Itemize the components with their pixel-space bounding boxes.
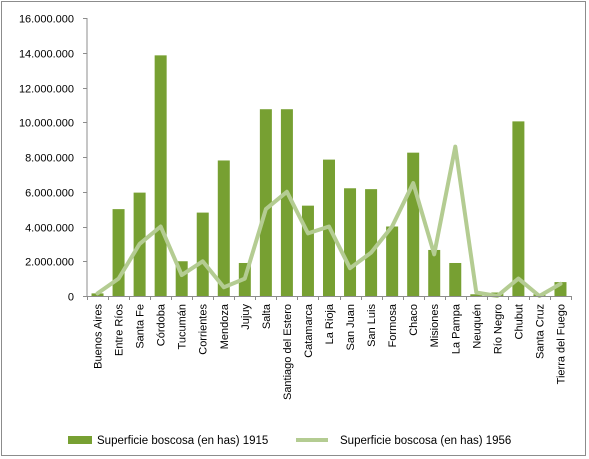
- x-tick-label: Formosa: [387, 303, 399, 347]
- x-tick-label: La Pampa: [450, 303, 462, 354]
- bar-1915: [301, 205, 314, 296]
- x-tick-label: Salta: [261, 303, 273, 329]
- x-tick-label: Catamarca: [303, 303, 315, 358]
- x-tick-label: Buenos Aires: [93, 304, 105, 369]
- x-tick-label: Chaco: [408, 304, 420, 336]
- y-tick-label: 0: [68, 292, 74, 304]
- y-tick-label: 12.000.000: [19, 84, 74, 96]
- bar-1915: [280, 109, 293, 296]
- x-tick-label: Santa Cruz: [534, 304, 546, 359]
- y-tick-label: 14.000.000: [19, 49, 74, 61]
- line-1956: [95, 144, 563, 298]
- bar-1915: [407, 152, 420, 296]
- bar-1915: [470, 294, 483, 296]
- bar-1915: [344, 188, 357, 296]
- y-tick-label: 10.000.000: [19, 118, 74, 130]
- legend-swatch-1915: [68, 436, 92, 444]
- x-tick-label: Tucumán: [177, 304, 189, 349]
- y-tick-label: 6.000.000: [25, 188, 74, 200]
- x-tick-label: Chubut: [513, 304, 525, 339]
- x-tick-label: Córdoba: [156, 303, 168, 346]
- y-tick-label: 16.000.000: [19, 14, 74, 26]
- x-tick-label: Mendoza: [219, 303, 231, 349]
- x-axis: Buenos Aires Entre Ríos Santa Fe Córdoba Tuc…: [87, 296, 572, 400]
- series-line-1956: [95, 144, 563, 298]
- x-tick-label: La Rioja: [324, 303, 336, 344]
- y-axis: 0 2.000.000 4.000.000 6.000.000 8.000.000 10.…: [19, 14, 88, 304]
- x-tick-label: Jujuy: [240, 304, 252, 330]
- x-tick-label: Río Negro: [492, 304, 504, 354]
- legend: Superficie boscosa (en has) 1915 Superfic…: [68, 435, 511, 447]
- bar-1915: [449, 262, 462, 296]
- y-tick-label: 2.000.000: [25, 257, 74, 269]
- legend-label-1956: Superficie boscosa (en has) 1956: [340, 435, 511, 447]
- x-tick-label: Neuquén: [471, 304, 483, 349]
- x-tick-label: San Luis: [366, 304, 378, 347]
- y-tick-label: 8.000.000: [25, 153, 74, 165]
- bar-1915: [217, 160, 230, 296]
- x-tick-label: Misiones: [429, 304, 441, 348]
- y-tick-label: 4.000.000: [25, 223, 74, 235]
- bar-1915: [154, 55, 167, 297]
- bar-1915: [196, 212, 209, 296]
- x-tick-label: San Juan: [345, 304, 357, 350]
- x-tick-label: Corrientes: [198, 304, 210, 355]
- x-tick-label: Entre Ríos: [114, 304, 126, 356]
- legend-label-1915: Superficie boscosa (en has) 1915: [97, 435, 268, 447]
- x-tick-label: Tierra del Fuego: [555, 304, 567, 384]
- bars-1915: [91, 55, 567, 297]
- x-tick-label: Santa Fe: [135, 304, 147, 349]
- bar-1915: [512, 121, 525, 296]
- bar-1915: [259, 109, 272, 296]
- bar-1915: [365, 189, 378, 296]
- bar-1915: [428, 249, 441, 296]
- x-tick-label: Santiago del Estero: [282, 304, 294, 400]
- bar-1915: [386, 226, 399, 296]
